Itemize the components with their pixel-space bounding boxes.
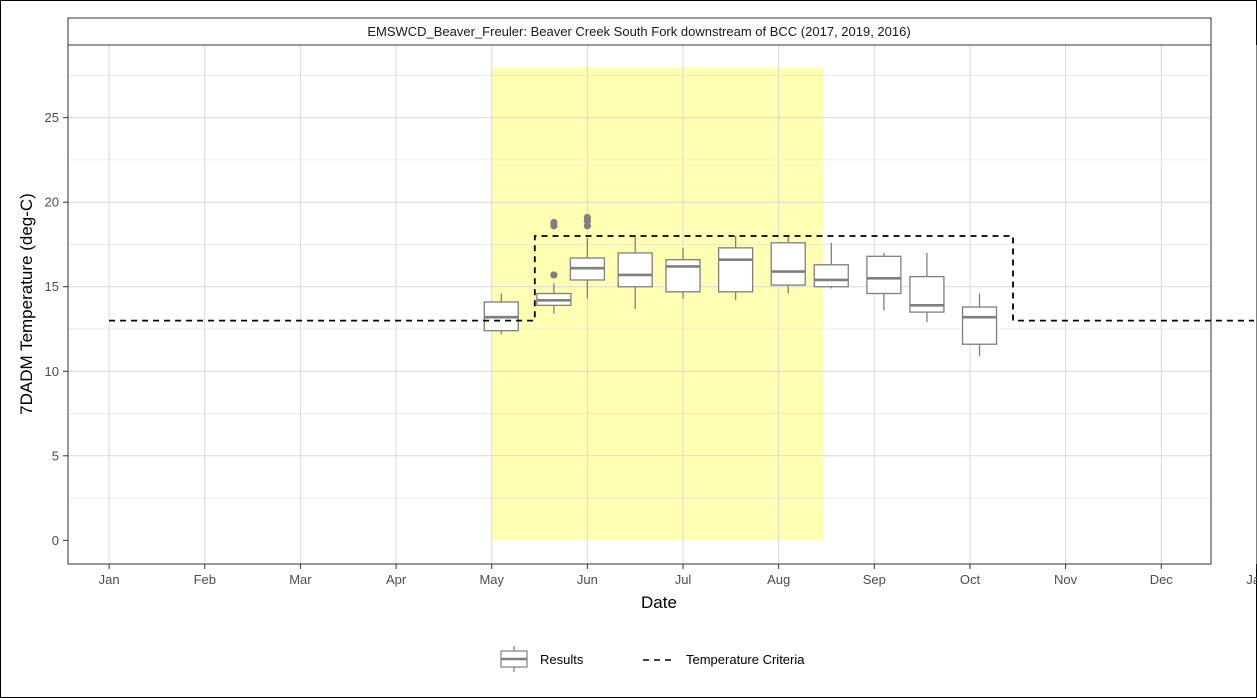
box-series <box>483 213 998 357</box>
y-tick-label: 20 <box>45 195 59 210</box>
x-tick-label: Oct <box>960 572 981 587</box>
panel-frame <box>67 44 1212 565</box>
box <box>717 236 754 301</box>
box-body <box>665 259 701 293</box>
facet-strip-background <box>67 17 1212 46</box>
x-tick-label: Apr <box>386 572 407 587</box>
criteria-line <box>109 235 1254 322</box>
box <box>961 293 998 357</box>
y-tick-label: 15 <box>45 279 59 294</box>
y-tick-label: 10 <box>45 364 59 379</box>
chart-title: EMSWCD_Beaver_Freuler: Beaver Creek Sout… <box>367 24 910 39</box>
grid <box>68 45 1257 564</box>
y-tick-label: 0 <box>52 533 59 548</box>
plot-panel <box>67 44 1257 565</box>
legend-key-box <box>500 646 528 672</box>
x-tick-label: Jan <box>99 572 120 587</box>
y-tick-label: 5 <box>52 448 59 463</box>
y-tick-label: 25 <box>45 110 59 125</box>
box <box>770 236 806 294</box>
legend-label-temperature-criteria: Temperature Criteria <box>686 652 805 667</box>
box-body <box>909 275 945 313</box>
box-body <box>813 264 849 288</box>
box-outlier <box>550 218 558 227</box>
legend: Results Temperature Criteria <box>500 646 805 672</box>
box <box>569 213 606 299</box>
box-body <box>717 247 754 293</box>
x-tick-label: Jan <box>1246 572 1257 587</box>
x-tick-label: Aug <box>767 572 790 587</box>
box-body <box>961 306 998 345</box>
x-tick-label: Sep <box>863 572 886 587</box>
box-body <box>617 252 653 288</box>
y-axis: 0 5 10 15 20 25 <box>45 110 68 548</box>
facet-strip: EMSWCD_Beaver_Freuler: Beaver Creek Sout… <box>67 17 1212 47</box>
y-axis-title: 7DADM Temperature (deg-C) <box>17 193 36 415</box>
box <box>866 252 902 311</box>
x-axis-title: Date <box>641 593 677 612</box>
x-tick-label: Mar <box>289 572 312 587</box>
box <box>536 218 572 314</box>
box-outlier <box>583 222 591 230</box>
x-tick-label: May <box>479 572 504 587</box>
legend-label-results: Results <box>540 652 584 667</box>
x-tick-label: Jul <box>675 572 692 587</box>
box-outlier <box>550 271 558 279</box>
box <box>617 236 653 309</box>
x-tick-label: Feb <box>194 572 216 587</box>
box <box>813 242 849 289</box>
box-body <box>866 255 902 295</box>
box <box>909 252 945 323</box>
box <box>483 293 519 335</box>
x-tick-label: Nov <box>1054 572 1078 587</box>
box <box>665 247 701 299</box>
x-tick-label: Dec <box>1150 572 1174 587</box>
box-body <box>770 242 806 286</box>
x-axis: Jan Feb Mar Apr May Jun Jul Aug Sep Oct Nov Dec Jan <box>99 564 1257 587</box>
box-outlier <box>583 213 591 222</box>
x-tick-label: Jun <box>577 572 598 587</box>
